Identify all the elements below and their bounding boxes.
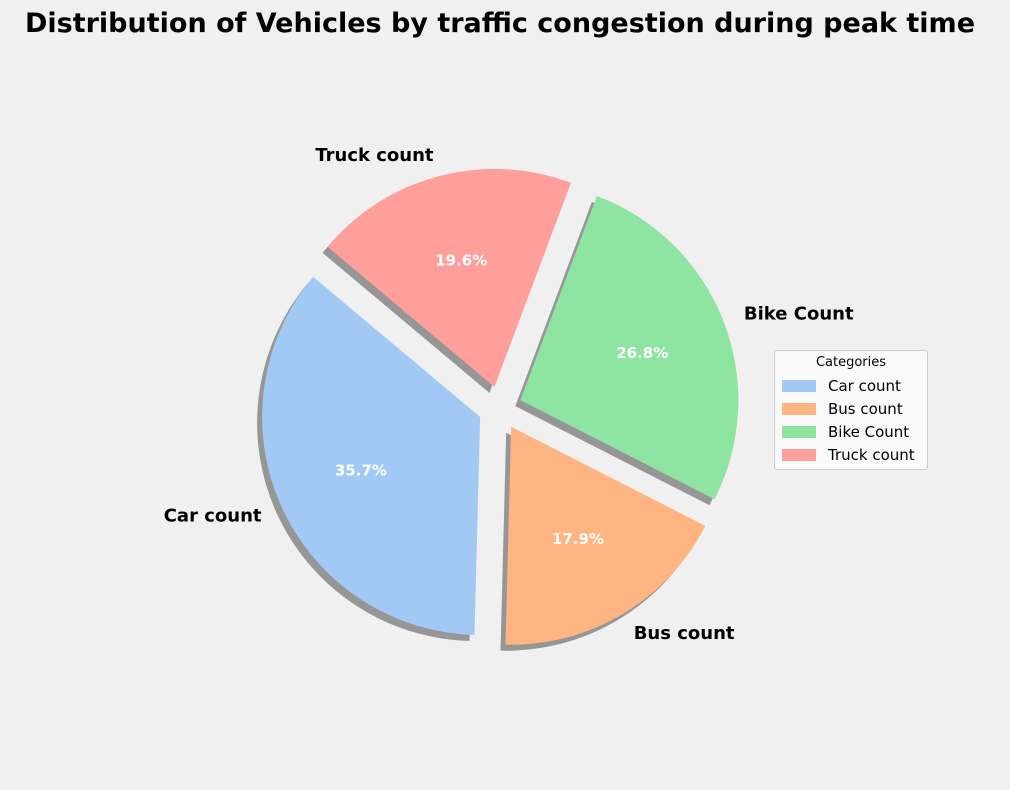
legend-swatch-bus [782,403,816,415]
percent-label-bus: 17.9% [552,530,604,548]
slice-truck [327,168,572,387]
legend-item-bike: Bike Count [782,422,909,442]
slice-label-bus: Bus count [634,623,735,644]
legend-swatch-truck [782,449,816,461]
legend-swatch-bike [782,426,816,438]
legend-item-bus: Bus count [782,399,903,419]
slice-label-bike: Bike Count [744,303,854,324]
slice-labels: Car count 35.7% Bus count 17.9% Bike Count 26… [164,145,854,644]
legend-label-bike: Bike Count [828,423,910,441]
slice-label-truck: Truck count [315,145,434,166]
legend-label-bus: Bus count [828,400,903,418]
percent-label-truck: 19.6% [435,251,487,269]
slice-label-car: Car count [164,505,262,526]
legend-label-car: Car count [828,377,901,395]
slice-car [262,276,481,635]
percent-label-bike: 26.8% [616,344,668,362]
pie-slices [262,168,739,645]
slice-bus [505,426,706,645]
percent-label-car: 35.7% [335,462,387,480]
legend-swatch-car [782,380,816,392]
legend-item-car: Car count [782,376,901,396]
chart-title: Distribution of Vehicles by traffic cong… [25,8,975,39]
legend-label-truck: Truck count [828,446,915,464]
slice-bike [520,196,739,500]
legend-item-truck: Truck count [782,445,915,465]
legend: Categories Car count Bus count Bike Coun… [774,350,928,470]
legend-title: Categories [815,355,887,370]
